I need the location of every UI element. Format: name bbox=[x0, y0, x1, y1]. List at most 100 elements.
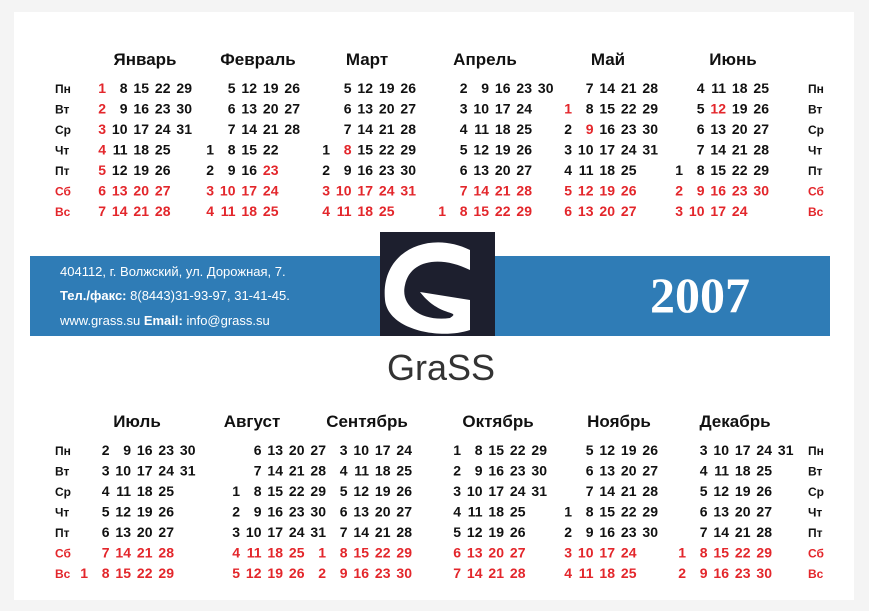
day: 22 bbox=[379, 142, 395, 158]
day: 5 bbox=[228, 80, 236, 96]
day: 22 bbox=[732, 162, 748, 178]
day: 6 bbox=[98, 183, 106, 199]
day: 28 bbox=[158, 545, 174, 561]
day: 10 bbox=[112, 121, 128, 137]
day: 21 bbox=[495, 183, 511, 199]
day: 6 bbox=[697, 121, 705, 137]
day: 7 bbox=[460, 183, 468, 199]
day: 3 bbox=[700, 442, 708, 458]
day: 4 bbox=[340, 463, 348, 479]
day: 28 bbox=[510, 565, 526, 581]
day: 21 bbox=[133, 203, 149, 219]
day: 12 bbox=[241, 80, 257, 96]
day: 9 bbox=[475, 463, 483, 479]
day: 4 bbox=[460, 121, 468, 137]
day: 11 bbox=[116, 483, 131, 499]
weekday-label: Вс bbox=[55, 567, 71, 581]
day: 30 bbox=[642, 121, 658, 137]
logo-g bbox=[384, 242, 470, 334]
day: 21 bbox=[379, 121, 395, 137]
day: 22 bbox=[621, 504, 637, 520]
day: 30 bbox=[396, 565, 412, 581]
phone-label: Тел./факс: bbox=[60, 288, 127, 303]
day: 19 bbox=[495, 142, 511, 158]
day: 4 bbox=[206, 203, 214, 219]
day: 21 bbox=[137, 545, 153, 561]
day: 5 bbox=[340, 483, 348, 499]
day: 16 bbox=[133, 101, 149, 117]
day: 9 bbox=[481, 80, 489, 96]
day: 23 bbox=[379, 162, 395, 178]
year: 2007 bbox=[650, 267, 750, 323]
day: 27 bbox=[310, 442, 326, 458]
weekday-label: Пн bbox=[55, 82, 71, 96]
day: 22 bbox=[495, 203, 511, 219]
day: 4 bbox=[98, 142, 106, 158]
day: 6 bbox=[586, 463, 594, 479]
day: 23 bbox=[732, 183, 748, 199]
day: 3 bbox=[340, 442, 348, 458]
day: 26 bbox=[510, 524, 526, 540]
day: 30 bbox=[176, 101, 192, 117]
day: 20 bbox=[379, 101, 395, 117]
day: 15 bbox=[267, 483, 283, 499]
day: 17 bbox=[710, 203, 726, 219]
day: 5 bbox=[453, 524, 461, 540]
day: 24 bbox=[379, 183, 395, 199]
weekday-label: Вт bbox=[808, 465, 823, 479]
day: 2 bbox=[206, 162, 214, 178]
day: 12 bbox=[599, 442, 615, 458]
day: 29 bbox=[400, 142, 416, 158]
day: 27 bbox=[642, 463, 658, 479]
day: 9 bbox=[340, 565, 348, 581]
day: 3 bbox=[453, 483, 461, 499]
day: 2 bbox=[678, 565, 686, 581]
day: 24 bbox=[756, 442, 772, 458]
day: 25 bbox=[289, 545, 305, 561]
day: 18 bbox=[599, 162, 615, 178]
day: 27 bbox=[621, 203, 637, 219]
day: 24 bbox=[396, 442, 412, 458]
day: 7 bbox=[586, 483, 594, 499]
day: 20 bbox=[735, 504, 751, 520]
day: 22 bbox=[155, 80, 171, 96]
weekday-label: Сб bbox=[808, 185, 824, 199]
day: 8 bbox=[228, 142, 236, 158]
weekday-label: Пт bbox=[55, 164, 70, 178]
weekday-label: Ср bbox=[808, 123, 824, 137]
day: 8 bbox=[586, 504, 594, 520]
day: 20 bbox=[133, 183, 149, 199]
day: 18 bbox=[732, 80, 748, 96]
day: 13 bbox=[710, 121, 726, 137]
day: 29 bbox=[396, 545, 412, 561]
day: 1 bbox=[564, 504, 572, 520]
day: 30 bbox=[310, 504, 326, 520]
day: 1 bbox=[232, 483, 240, 499]
day: 2 bbox=[460, 80, 468, 96]
day: 13 bbox=[599, 463, 615, 479]
day: 16 bbox=[599, 524, 615, 540]
day: 9 bbox=[700, 565, 708, 581]
day: 10 bbox=[467, 483, 483, 499]
day: 28 bbox=[756, 524, 772, 540]
day: 3 bbox=[460, 101, 468, 117]
day: 7 bbox=[98, 203, 106, 219]
day: 31 bbox=[531, 483, 547, 499]
day: 10 bbox=[689, 203, 705, 219]
day: 3 bbox=[322, 183, 330, 199]
weekday-label: Чт bbox=[55, 144, 69, 158]
weekday-label: Ср bbox=[55, 485, 71, 499]
day: 18 bbox=[488, 504, 504, 520]
address: 404112, г. Волжский, ул. Дорожная, 7. bbox=[60, 264, 286, 279]
day: 16 bbox=[267, 504, 283, 520]
day: 10 bbox=[473, 101, 489, 117]
day: 9 bbox=[123, 442, 131, 458]
day: 22 bbox=[263, 142, 279, 158]
day: 15 bbox=[353, 545, 369, 561]
day: 12 bbox=[473, 142, 489, 158]
weekday-label: Пн bbox=[55, 444, 71, 458]
day: 13 bbox=[112, 183, 128, 199]
weekday-label: Вс bbox=[55, 205, 71, 219]
day: 26 bbox=[400, 80, 416, 96]
day: 15 bbox=[133, 80, 149, 96]
